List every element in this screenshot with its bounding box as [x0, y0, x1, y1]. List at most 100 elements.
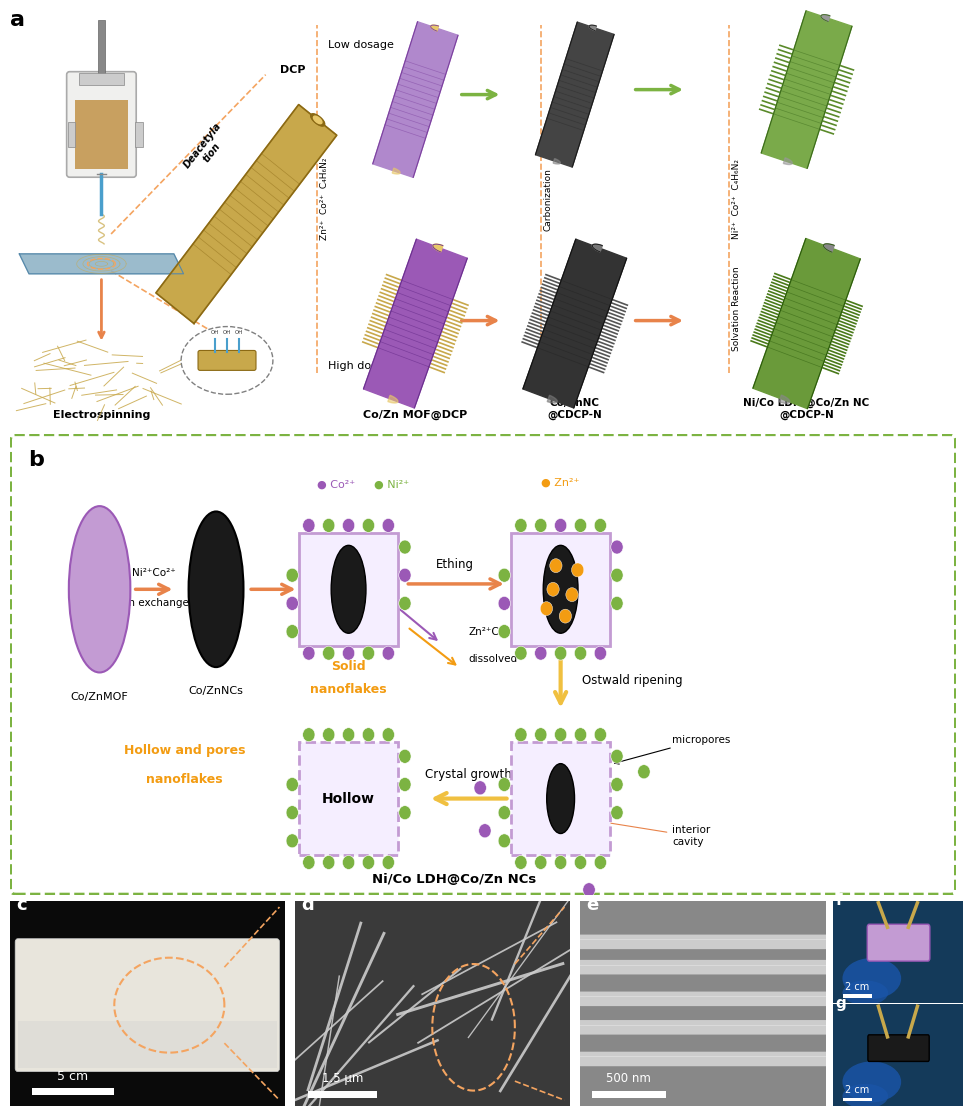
Circle shape	[566, 587, 578, 602]
Text: f: f	[836, 893, 842, 907]
Circle shape	[302, 518, 315, 533]
Polygon shape	[431, 26, 439, 31]
Circle shape	[498, 568, 510, 583]
Circle shape	[611, 568, 623, 583]
Circle shape	[399, 749, 412, 763]
Circle shape	[399, 596, 412, 610]
Circle shape	[362, 727, 375, 742]
Text: Co/Zn MOF@DCP: Co/Zn MOF@DCP	[363, 410, 468, 420]
Text: Ni²⁺Co²⁺: Ni²⁺Co²⁺	[131, 568, 176, 578]
Circle shape	[575, 518, 586, 533]
Text: Co/ZnNC
@CDCP-N: Co/ZnNC @CDCP-N	[548, 398, 602, 420]
Text: micropores: micropores	[614, 735, 730, 764]
Circle shape	[534, 727, 547, 742]
Polygon shape	[433, 245, 443, 252]
Text: High dosage: High dosage	[328, 361, 398, 371]
Circle shape	[342, 518, 355, 533]
Ellipse shape	[543, 545, 578, 633]
Circle shape	[611, 749, 623, 763]
Text: 1.5 μm: 1.5 μm	[322, 1072, 363, 1084]
Circle shape	[474, 781, 486, 795]
Circle shape	[575, 646, 586, 661]
Text: Ostwald ripening: Ostwald ripening	[582, 674, 683, 687]
Circle shape	[594, 518, 607, 533]
Circle shape	[302, 855, 315, 870]
FancyBboxPatch shape	[198, 350, 256, 370]
Polygon shape	[547, 395, 557, 403]
Text: Hollow and pores: Hollow and pores	[124, 744, 245, 757]
FancyBboxPatch shape	[566, 1020, 839, 1034]
Circle shape	[515, 855, 527, 870]
Text: ● Ni²⁺: ● Ni²⁺	[374, 479, 410, 489]
Circle shape	[534, 518, 547, 533]
Polygon shape	[156, 105, 337, 324]
Bar	[32, 1089, 114, 1095]
Circle shape	[611, 777, 623, 792]
Circle shape	[383, 727, 394, 742]
Text: Co/ZnMOF: Co/ZnMOF	[71, 692, 128, 702]
Polygon shape	[313, 116, 322, 123]
Circle shape	[554, 855, 567, 870]
Circle shape	[554, 727, 567, 742]
Ellipse shape	[842, 959, 901, 999]
Text: OH: OH	[212, 329, 219, 335]
FancyBboxPatch shape	[298, 533, 398, 646]
Polygon shape	[392, 168, 400, 173]
Polygon shape	[554, 159, 560, 163]
Text: Co/ZnNCs: Co/ZnNCs	[188, 686, 243, 696]
Circle shape	[515, 646, 527, 661]
Circle shape	[342, 646, 355, 661]
Circle shape	[362, 646, 375, 661]
Circle shape	[286, 806, 298, 820]
FancyBboxPatch shape	[566, 992, 839, 1006]
Circle shape	[399, 806, 412, 820]
Ellipse shape	[182, 327, 273, 395]
Polygon shape	[589, 26, 596, 30]
Polygon shape	[823, 244, 835, 252]
Circle shape	[498, 806, 510, 820]
Bar	[79, 72, 124, 85]
Text: 2 cm: 2 cm	[845, 1085, 869, 1095]
Text: Ion exchange: Ion exchange	[119, 598, 188, 608]
Circle shape	[515, 518, 527, 533]
Text: Hollow: Hollow	[322, 792, 375, 805]
Circle shape	[302, 727, 315, 742]
FancyBboxPatch shape	[298, 742, 398, 855]
Text: interior
cavity: interior cavity	[582, 817, 711, 847]
Circle shape	[550, 558, 562, 573]
Text: OH: OH	[235, 329, 242, 335]
Circle shape	[286, 596, 298, 610]
Polygon shape	[592, 245, 603, 252]
FancyBboxPatch shape	[867, 924, 930, 961]
Ellipse shape	[188, 512, 243, 667]
Circle shape	[323, 855, 335, 870]
Bar	[843, 1098, 872, 1101]
Text: Zn²⁺  Co²⁺  C₄H₆N₂: Zn²⁺ Co²⁺ C₄H₆N₂	[320, 158, 328, 240]
Circle shape	[611, 806, 623, 820]
Circle shape	[302, 646, 315, 661]
Bar	[18, 1021, 276, 1069]
Text: 5 cm: 5 cm	[57, 1070, 89, 1083]
FancyBboxPatch shape	[11, 435, 955, 894]
Polygon shape	[761, 11, 852, 168]
Circle shape	[594, 646, 607, 661]
FancyBboxPatch shape	[511, 742, 611, 855]
Circle shape	[362, 855, 375, 870]
Circle shape	[534, 646, 547, 661]
Circle shape	[342, 855, 355, 870]
Bar	[135, 122, 143, 148]
Text: a: a	[10, 10, 25, 30]
Text: 2 cm: 2 cm	[845, 982, 869, 992]
Circle shape	[399, 568, 412, 583]
Bar	[68, 122, 75, 148]
Text: Solid: Solid	[331, 659, 366, 673]
Text: Solvation Reaction: Solvation Reaction	[732, 267, 741, 351]
Circle shape	[498, 596, 510, 610]
Circle shape	[286, 777, 298, 792]
Text: 500 nm: 500 nm	[607, 1072, 651, 1084]
Circle shape	[383, 518, 394, 533]
Polygon shape	[821, 14, 830, 21]
Circle shape	[286, 568, 298, 583]
Polygon shape	[363, 239, 468, 408]
Polygon shape	[783, 158, 792, 165]
